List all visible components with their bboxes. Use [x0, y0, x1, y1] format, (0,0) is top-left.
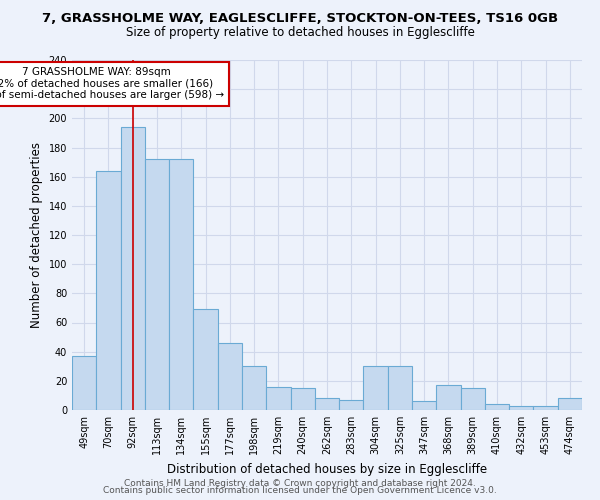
- Bar: [96, 171, 121, 410]
- Bar: [558, 398, 582, 410]
- Bar: [509, 406, 533, 410]
- Bar: [169, 159, 193, 410]
- Bar: [72, 356, 96, 410]
- Bar: [485, 404, 509, 410]
- Bar: [145, 159, 169, 410]
- Text: 7, GRASSHOLME WAY, EAGLESCLIFFE, STOCKTON-ON-TEES, TS16 0GB: 7, GRASSHOLME WAY, EAGLESCLIFFE, STOCKTO…: [42, 12, 558, 26]
- Text: Size of property relative to detached houses in Egglescliffe: Size of property relative to detached ho…: [125, 26, 475, 39]
- Bar: [461, 388, 485, 410]
- Bar: [266, 386, 290, 410]
- Bar: [290, 388, 315, 410]
- Bar: [364, 366, 388, 410]
- Y-axis label: Number of detached properties: Number of detached properties: [30, 142, 43, 328]
- Bar: [533, 406, 558, 410]
- Bar: [339, 400, 364, 410]
- X-axis label: Distribution of detached houses by size in Egglescliffe: Distribution of detached houses by size …: [167, 462, 487, 475]
- Bar: [388, 366, 412, 410]
- Bar: [218, 343, 242, 410]
- Text: Contains HM Land Registry data © Crown copyright and database right 2024.: Contains HM Land Registry data © Crown c…: [124, 478, 476, 488]
- Text: 7 GRASSHOLME WAY: 89sqm
← 22% of detached houses are smaller (166)
78% of semi-d: 7 GRASSHOLME WAY: 89sqm ← 22% of detache…: [0, 68, 224, 100]
- Text: Contains public sector information licensed under the Open Government Licence v3: Contains public sector information licen…: [103, 486, 497, 495]
- Bar: [242, 366, 266, 410]
- Bar: [193, 310, 218, 410]
- Bar: [412, 401, 436, 410]
- Bar: [436, 385, 461, 410]
- Bar: [121, 127, 145, 410]
- Bar: [315, 398, 339, 410]
